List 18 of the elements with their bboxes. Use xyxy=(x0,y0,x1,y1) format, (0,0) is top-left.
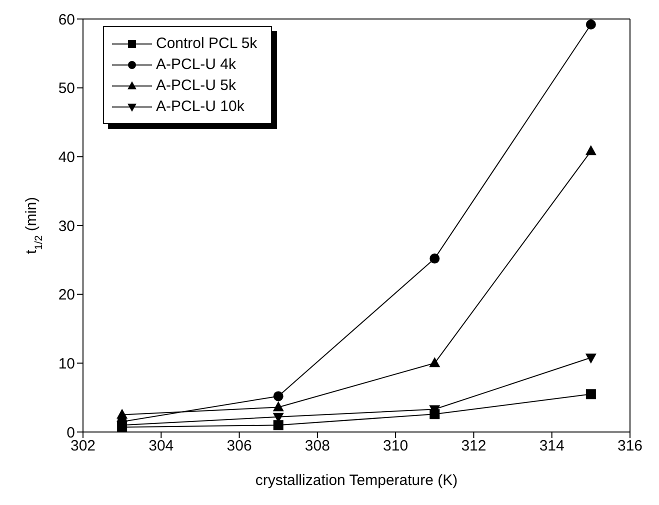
y-tick-label: 60 xyxy=(58,11,75,28)
y-tick-label: 10 xyxy=(58,355,75,372)
legend-label: A-PCL-U 4k xyxy=(156,56,236,73)
x-tick-label: 310 xyxy=(383,438,408,455)
x-tick-label: 314 xyxy=(539,438,564,455)
y-tick-label: 40 xyxy=(58,148,75,166)
y-tick-label: 30 xyxy=(58,218,75,235)
y-tick-label: 20 xyxy=(58,286,75,304)
x-tick-label: 306 xyxy=(226,438,252,455)
y-tick-label: 50 xyxy=(58,80,75,98)
x-axis-title: crystallization Temperature (K) xyxy=(255,472,458,489)
legend-label: Control PCL 5k xyxy=(156,35,258,52)
x-tick-label: 308 xyxy=(304,438,330,455)
x-tick-label: 312 xyxy=(461,438,486,455)
x-tick-label: 304 xyxy=(148,438,174,455)
legend-label: A-PCL-U 10k xyxy=(156,98,244,115)
legend-label: A-PCL-U 5k xyxy=(156,77,236,94)
x-tick-label: 316 xyxy=(617,438,643,455)
